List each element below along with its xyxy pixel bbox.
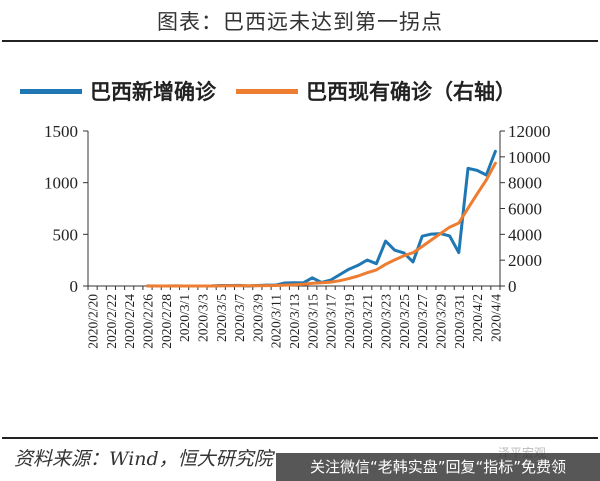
x-tick-label: 2020/3/7 — [232, 294, 247, 342]
x-tick-label: 2020/3/25 — [397, 294, 412, 349]
x-tick-label: 2020/3/1 — [177, 294, 192, 342]
y-tick-label-left: 500 — [53, 225, 79, 244]
legend-swatch-active-cases — [236, 88, 298, 94]
x-tick-label: 2020/3/17 — [324, 294, 339, 349]
y-tick-label-right: 2000 — [508, 251, 542, 270]
legend-item-new-cases: 巴西新增确诊 — [20, 76, 216, 106]
x-tick-label: 2020/3/5 — [214, 294, 229, 342]
y-tick-label-right: 10000 — [508, 148, 551, 167]
legend-item-active-cases: 巴西现有确诊（右轴） — [236, 76, 516, 106]
source-note: 资料来源：Wind，恒大研究院 — [14, 448, 273, 470]
x-tick-label: 2020/2/24 — [122, 294, 137, 349]
chart-axes — [83, 130, 505, 290]
x-tick-label: 2020/3/23 — [379, 294, 394, 349]
x-tick-label: 2020/2/28 — [159, 294, 174, 349]
x-tick-label: 2020/3/11 — [269, 294, 284, 348]
x-tick-label: 2020/3/15 — [305, 294, 320, 349]
x-tick-label: 2020/2/22 — [104, 294, 119, 349]
legend-swatch-new-cases — [20, 88, 82, 94]
x-tick-label: 2020/2/26 — [141, 294, 156, 349]
x-tick-label: 2020/4/2 — [470, 294, 485, 342]
x-tick-label: 2020/3/31 — [452, 294, 467, 349]
legend-label-new-cases: 巴西新增确诊 — [90, 80, 216, 104]
x-tick-label: 2020/4/4 — [488, 294, 503, 342]
y-tick-label-right: 8000 — [508, 174, 542, 193]
y-tick-label-left: 0 — [70, 277, 79, 296]
x-tick-label: 2020/3/21 — [360, 294, 375, 349]
series-line-new-cases — [146, 149, 497, 288]
x-tick-label: 2020/3/19 — [342, 294, 357, 349]
top-divider — [2, 40, 598, 42]
y-tick-label-right: 4000 — [508, 225, 542, 244]
x-tick-label: 2020/2/20 — [86, 294, 101, 349]
x-tick-label: 2020/3/29 — [433, 294, 448, 349]
y-tick-label-right: 6000 — [508, 200, 542, 219]
y-tick-label-right: 0 — [508, 277, 517, 296]
series-line-active-cases — [146, 161, 497, 288]
chart-ticks: 0 500 1000 1500 0 2000 4000 6000 8000 10000 12000 2… — [44, 122, 551, 349]
x-tick-label: 2020/3/27 — [415, 294, 430, 349]
chart-legend: 巴西新增确诊 巴西现有确诊（右轴） — [20, 76, 536, 106]
chart-title: 图表：巴西远未达到第一拐点 — [157, 10, 443, 34]
x-tick-label: 2020/3/13 — [287, 294, 302, 349]
y-tick-label-right: 12000 — [508, 122, 551, 141]
chart-series — [146, 149, 497, 288]
x-tick-label: 2020/3/9 — [250, 294, 265, 342]
legend-label-active-cases: 巴西现有确诊（右轴） — [306, 80, 516, 104]
bottom-divider — [2, 437, 598, 439]
y-tick-label-left: 1500 — [44, 122, 78, 141]
y-tick-label-left: 1000 — [44, 174, 78, 193]
promo-banner: 关注微信“老韩实盘”回复“指标”免费领 — [276, 453, 600, 481]
x-tick-label: 2020/3/3 — [195, 294, 210, 342]
